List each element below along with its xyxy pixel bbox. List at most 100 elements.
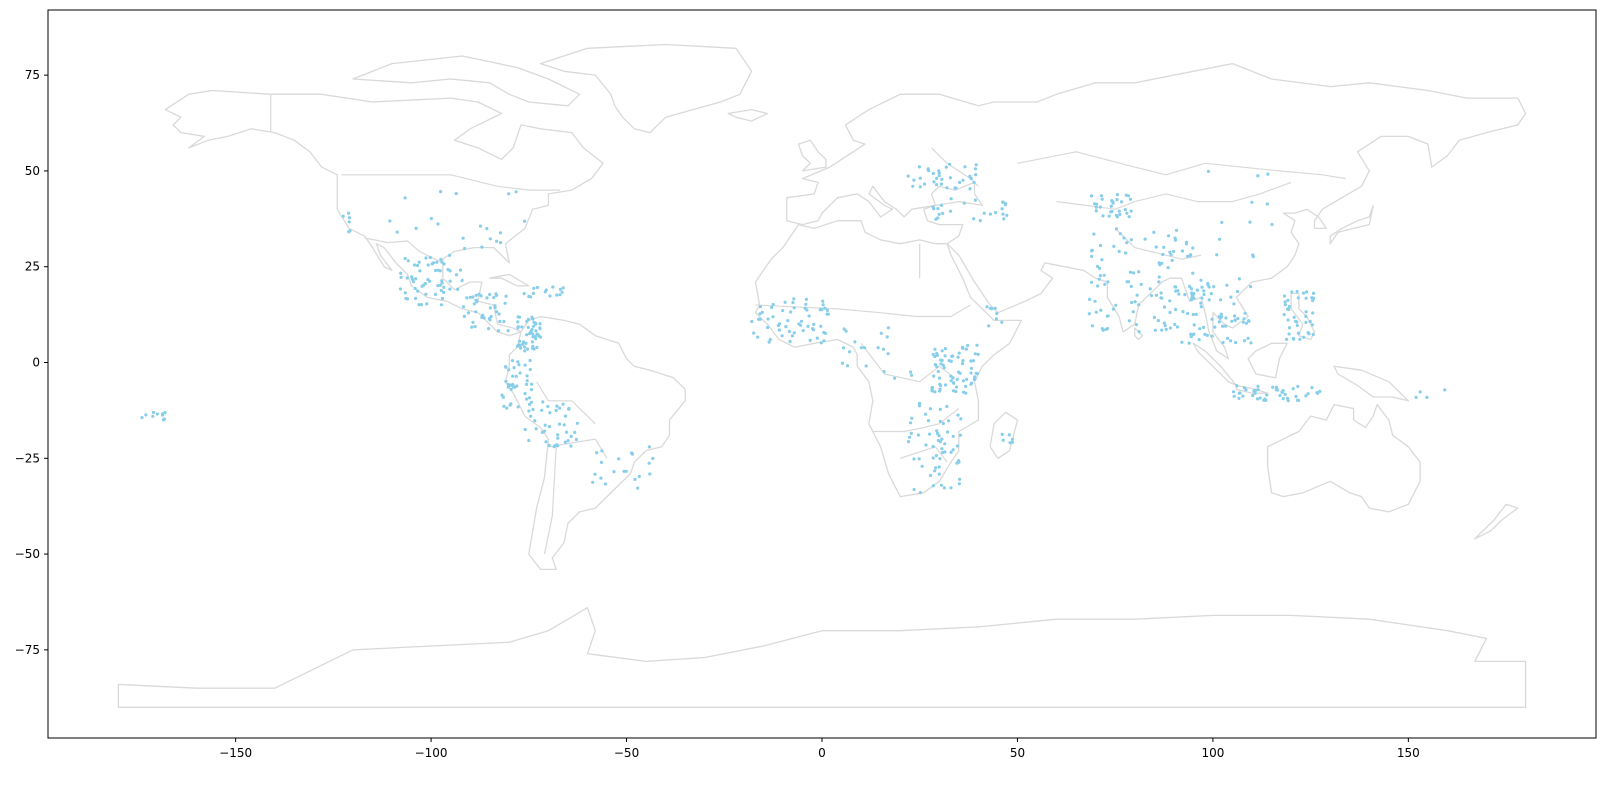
data-point [1131,310,1135,314]
data-point [403,256,407,261]
data-point [912,487,916,492]
data-point [1285,337,1289,341]
data-point [1174,307,1178,312]
data-point [523,427,527,432]
data-point [994,211,998,215]
data-point [943,442,947,446]
data-point [512,366,516,370]
data-point [515,344,520,348]
data-point [1089,194,1094,198]
data-point [1206,281,1210,286]
data-point [556,444,560,448]
data-point [886,352,890,356]
data-point [756,335,760,339]
data-point [398,287,402,291]
data-point [908,421,913,425]
data-point [940,447,944,451]
new-guinea-outline [1333,365,1410,402]
data-point [501,395,505,399]
y-tick-label: 50 [25,164,40,178]
data-point [510,359,515,363]
data-point [1098,266,1102,270]
data-point [1157,280,1161,284]
uk-outline [797,139,827,172]
data-point [461,305,466,309]
data-point [1102,273,1106,277]
data-point [939,203,944,207]
south-america-border-2 [536,381,596,425]
data-point [1213,325,1217,329]
data-point [496,329,501,333]
data-point [454,273,459,277]
data-point [637,474,641,479]
data-point [1095,202,1099,206]
data-point [758,305,763,309]
data-point [938,457,942,461]
data-point [825,308,830,312]
data-point [1249,341,1253,345]
data-point [563,440,568,444]
data-point [556,436,560,440]
data-point [502,404,506,408]
data-point [515,384,519,388]
data-point [926,419,931,423]
data-point [1192,323,1196,327]
data-point [976,352,980,356]
data-point [1304,310,1308,314]
data-point [937,465,941,469]
data-point [842,327,846,331]
data-point [1159,291,1163,295]
data-point [1189,253,1193,257]
data-point [1225,283,1229,287]
data-point [920,464,924,468]
data-point [630,452,635,456]
asia-border-1 [1017,151,1346,180]
data-point [1287,326,1292,330]
data-point [928,432,932,436]
data-point [495,293,499,297]
data-point [791,300,795,305]
data-point [766,325,770,330]
data-point [962,390,966,394]
data-point [1186,311,1190,316]
data-point [818,308,822,312]
data-point [954,186,958,190]
data-point [403,291,407,295]
data-point [518,339,522,343]
data-point [523,349,527,353]
data-point [540,430,545,434]
data-point [488,318,492,322]
data-point [555,404,559,408]
data-point [531,346,535,350]
data-point [569,444,573,448]
data-point [507,368,511,372]
data-point [1199,305,1203,309]
data-point [538,322,542,326]
data-point [1283,303,1287,307]
data-point [973,377,977,381]
data-point [1224,316,1228,320]
data-point [969,359,973,363]
data-point [1237,391,1241,395]
data-point [823,331,828,335]
data-point [1156,319,1160,323]
data-point [1162,321,1166,325]
data-point [1418,390,1422,394]
data-point [939,182,944,186]
data-point [936,216,940,220]
data-point [1168,299,1172,303]
data-point [395,230,399,234]
data-point [766,317,770,321]
data-point [1311,311,1315,315]
data-point [973,352,977,356]
data-point [968,174,972,178]
data-point [399,275,403,279]
data-point [1217,320,1221,324]
data-point [1129,284,1133,288]
data-point [428,279,432,283]
data-point [804,302,808,306]
data-point [859,346,864,350]
data-point [509,387,513,391]
data-point [519,346,523,350]
data-point [945,404,949,409]
